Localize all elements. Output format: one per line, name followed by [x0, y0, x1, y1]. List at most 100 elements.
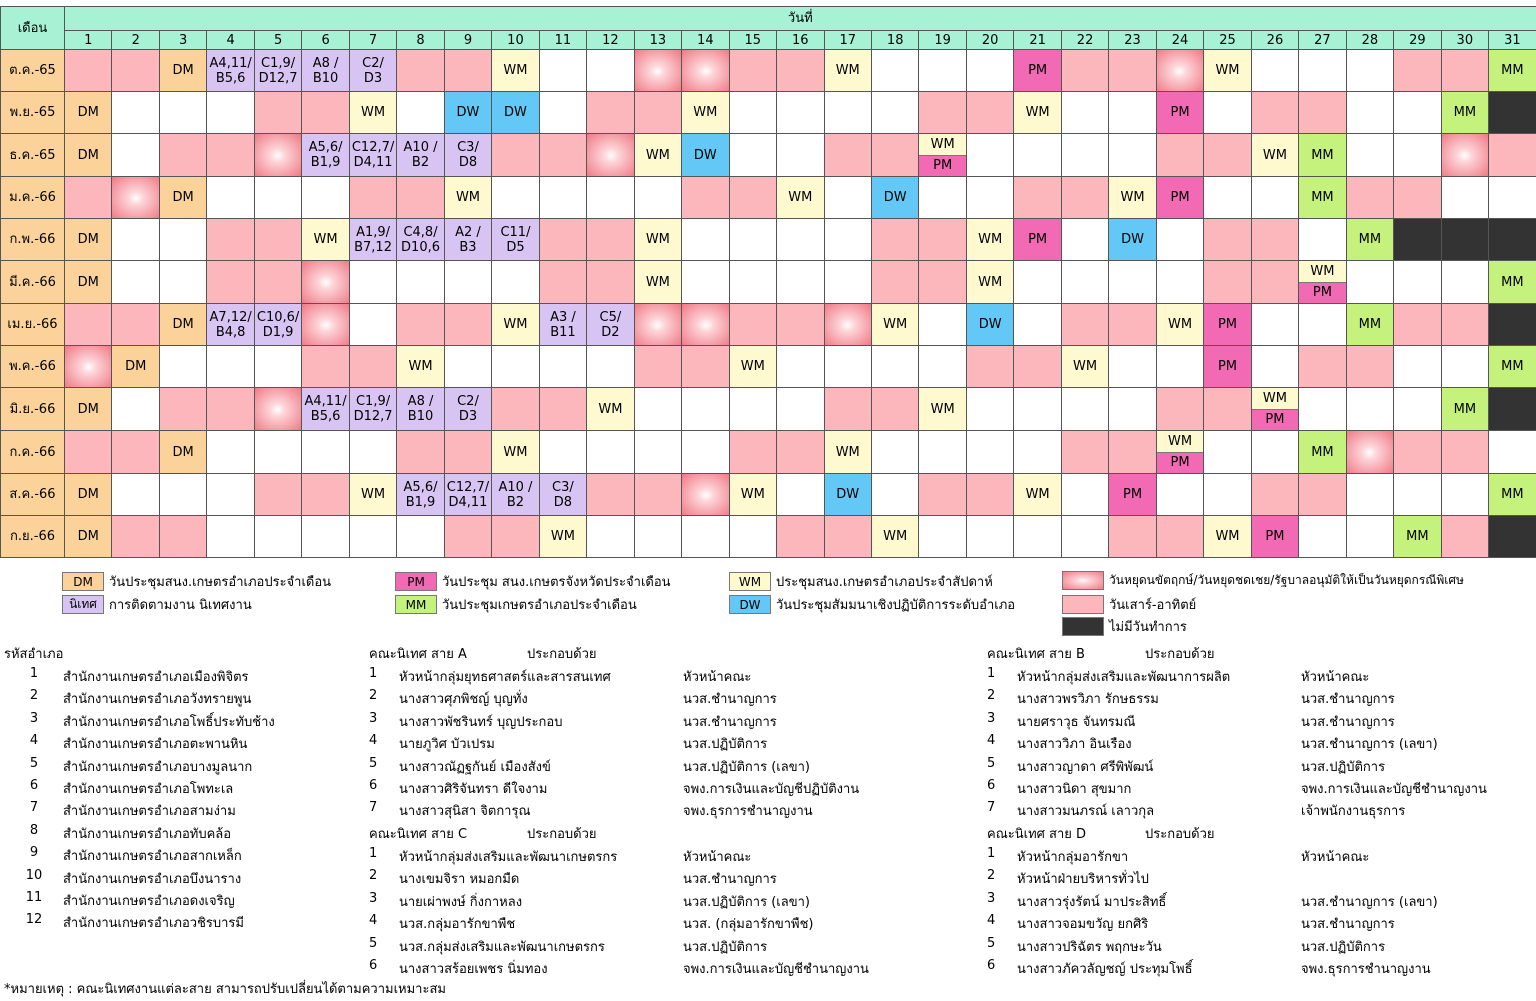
event-cell-split: WM PM	[1250, 387, 1300, 431]
day-cell	[1250, 345, 1300, 388]
day-cell	[965, 387, 1015, 431]
member-name: นวส.กลุ่มส่งเสริมและพัฒนาเกษตรกร	[399, 939, 605, 955]
supervision-event: C12,7/ D4,11	[348, 133, 398, 177]
day-cell	[1250, 303, 1300, 346]
event-wm: WM	[1252, 388, 1298, 410]
no-workday-cell	[1488, 218, 1536, 261]
day-cell	[206, 176, 255, 219]
event-mm: MM	[1298, 133, 1347, 177]
event-cell-split: WM PM	[1298, 260, 1347, 304]
day-cell	[1393, 91, 1442, 134]
day-cell	[396, 515, 445, 558]
weekend-cell	[633, 473, 683, 516]
weekend-cell	[253, 473, 303, 516]
event-wm: WM	[823, 49, 872, 92]
weekend-cell	[1250, 91, 1300, 134]
day-cell	[586, 345, 635, 388]
event-dm: DM	[158, 176, 208, 219]
weekend-cell	[111, 515, 160, 558]
day-header: 6	[301, 30, 350, 50]
weekend-cell	[1203, 218, 1252, 261]
weekend-cell	[870, 133, 920, 177]
day-cell	[728, 387, 778, 431]
holiday-cell	[253, 133, 303, 177]
member-number: 4	[369, 733, 378, 749]
day-cell	[538, 91, 588, 134]
day-header: 10	[491, 30, 540, 50]
day-cell	[870, 473, 920, 516]
member-number: 7	[987, 800, 996, 816]
day-cell	[538, 345, 588, 388]
day-header: 28	[1345, 30, 1395, 50]
day-cell	[1298, 218, 1347, 261]
weekend-cell	[1108, 430, 1157, 474]
day-header: 5	[253, 30, 303, 50]
day-header: 16	[776, 30, 825, 50]
member-role: นวส.ปฏิบัติการ	[1301, 759, 1386, 775]
district-number: 7	[29, 800, 39, 816]
day-cell	[633, 430, 683, 474]
day-cell	[348, 430, 398, 474]
day-cell	[348, 260, 398, 304]
day-cell	[111, 133, 160, 177]
dw-legend-text: วันประชุมสัมมนาเชิงปฏิบัติการระดับอำเภอ	[776, 598, 1016, 613]
day-cell	[158, 473, 208, 516]
district-name: สำนักงานเกษตรอำเภอบึงนาราง	[63, 871, 242, 887]
weekend-cell	[681, 345, 730, 388]
district-number: 11	[25, 890, 43, 905]
day-cell	[1060, 133, 1110, 177]
member-role: จพง.การเงินและบัญชีชำนาญงาน	[1301, 782, 1487, 797]
event-pm: PM	[1299, 282, 1346, 303]
weekend-cell	[111, 303, 160, 346]
event-pm: PM	[1203, 303, 1252, 346]
weekend-cell	[823, 515, 872, 558]
weekend-cell	[158, 387, 208, 431]
day-cell	[1108, 91, 1157, 134]
member-name: นางสาวนิดา สุขมาก	[1017, 782, 1132, 797]
member-number: 5	[987, 755, 996, 771]
event-wm: WM	[633, 133, 683, 177]
weekend-cell	[1393, 49, 1442, 92]
supervision-event: A8 / B10	[301, 49, 350, 92]
holiday-cell	[1440, 133, 1490, 177]
day-cell	[918, 176, 967, 219]
member-number: 2	[369, 688, 378, 704]
member-role: นวส.ชำนาญการ	[1301, 714, 1395, 730]
event-dm: DM	[158, 303, 208, 346]
day-cell	[1060, 515, 1110, 558]
district-name: สำนักงานเกษตรอำเภอตะพานหิน	[63, 737, 248, 753]
weekend-cell	[1013, 176, 1062, 219]
mm-swatch: MM	[395, 595, 437, 614]
weekend-cell	[776, 515, 825, 558]
supervision-event: C4,8/ D10,6	[396, 218, 445, 261]
day-cell	[918, 515, 967, 558]
holiday-cell	[823, 303, 872, 346]
weekend-cell	[206, 260, 255, 304]
district-name: สำนักงานเกษตรอำเภอวังทรายพูน	[63, 692, 252, 708]
day-cell	[633, 387, 683, 431]
weekend-cell	[823, 387, 872, 431]
member-name: นายภูวิศ บัวเปรม	[399, 737, 495, 753]
supervision-event: C12,7/ D4,11	[443, 473, 493, 516]
member-number: 3	[369, 890, 378, 906]
member-name: นางสาวพรวิภา รักษธรรม	[1017, 692, 1159, 708]
supervision-event: C2/ D3	[348, 49, 398, 92]
event-wm: WM	[348, 91, 398, 134]
day-header: 12	[586, 30, 635, 50]
member-name: นางสาวภัควลัญชญ์ ประทุมโพธิ์	[1017, 962, 1193, 977]
district-number: 3	[29, 710, 39, 726]
no-workday-cell	[1393, 218, 1442, 261]
day-header: 11	[538, 30, 588, 50]
event-dm: DM	[158, 430, 208, 474]
event-dm: DM	[111, 345, 160, 388]
supervision-event: C11/ D5	[491, 218, 540, 261]
event-dm: DM	[63, 133, 113, 177]
supervision-event: C2/ D3	[443, 387, 493, 431]
day-cell	[776, 345, 825, 388]
event-wm: WM	[491, 303, 540, 346]
day-cell	[111, 260, 160, 304]
day-cell	[1013, 303, 1062, 346]
weekend-cell	[538, 218, 588, 261]
weekend-cell	[348, 176, 398, 219]
weekend-cell	[1440, 515, 1490, 558]
